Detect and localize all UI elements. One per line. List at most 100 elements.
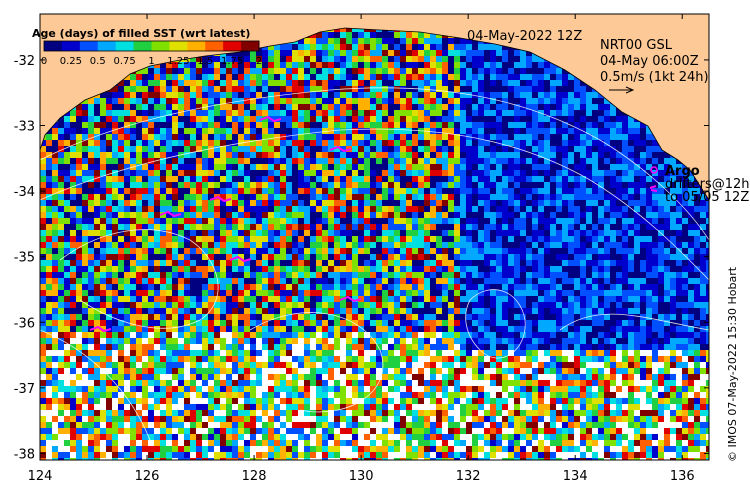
sst-cell [520,272,526,278]
sst-cell [160,230,166,236]
sst-cell [550,152,556,158]
sst-cell [538,146,544,152]
sst-cell [262,128,268,134]
sst-cell [478,194,484,200]
sst-cell [94,266,100,272]
sst-cell [616,116,622,122]
sst-cell [346,74,352,80]
sst-cell [628,248,634,254]
sst-cell [274,212,280,218]
sst-cell [256,242,262,248]
sst-cell [424,80,430,86]
sst-cell [640,134,646,140]
sst-cell [448,188,454,194]
sst-cell [178,254,184,260]
sst-cell [436,230,442,236]
sst-cell [484,68,490,74]
sst-cell [412,236,418,242]
sst-cell [520,170,526,176]
sst-cell [574,158,580,164]
sst-cell [562,194,568,200]
sst-cell [196,164,202,170]
sst-cell [160,242,166,248]
sst-cell [526,122,532,128]
sst-cell [154,110,160,116]
sst-cell [628,134,634,140]
sst-cell [532,80,538,86]
sst-cell [592,236,598,242]
sst-cell [382,212,388,218]
sst-cell [526,206,532,212]
sst-cell [148,128,154,134]
sst-cell [40,260,46,266]
sst-cell [118,236,124,242]
sst-cell [316,122,322,128]
sst-cell [436,110,442,116]
sst-cell [616,170,622,176]
sst-cell [388,224,394,230]
sst-cell [202,170,208,176]
sst-cell [550,254,556,260]
sst-cell [532,218,538,224]
sst-cell [466,182,472,188]
sst-cell [400,152,406,158]
sst-cell [262,50,268,56]
sst-cell [418,152,424,158]
sst-cell [148,98,154,104]
sst-cell [460,134,466,140]
sst-cell [184,188,190,194]
sst-cell [268,230,274,236]
sst-cell [208,248,214,254]
sst-cell [166,110,172,116]
sst-cell [586,212,592,218]
sst-cell [166,104,172,110]
sst-cell [340,170,346,176]
sst-cell [550,92,556,98]
sst-cell [232,200,238,206]
sst-cell [628,170,634,176]
sst-cell [292,236,298,242]
sst-cell [46,272,52,278]
sst-cell [280,242,286,248]
sst-cell [382,206,388,212]
sst-cell [460,188,466,194]
sst-cell [262,80,268,86]
sst-cell [124,278,130,284]
sst-cell [118,164,124,170]
sst-cell [604,206,610,212]
sst-cell [280,278,286,284]
sst-cell [442,38,448,44]
sst-cell [172,224,178,230]
sst-cell [328,200,334,206]
sst-cell [250,206,256,212]
sst-cell [706,206,709,212]
sst-cell [664,170,670,176]
sst-cell [202,152,208,158]
sst-cell [172,230,178,236]
sst-cell [46,152,52,158]
sst-cell [640,188,646,194]
sst-cell [46,254,52,260]
sst-cell [214,164,220,170]
sst-cell [298,236,304,242]
sst-cell [310,188,316,194]
sst-cell [400,176,406,182]
sst-cell [298,128,304,134]
sst-cell [280,224,286,230]
sst-cell [508,272,514,278]
sst-cell [472,260,478,266]
sst-cell [124,128,130,134]
sst-cell [622,254,628,260]
sst-cell [304,80,310,86]
sst-cell [538,56,544,62]
sst-cell [322,236,328,242]
sst-cell [484,74,490,80]
sst-cell [346,278,352,284]
sst-cell [616,200,622,206]
sst-cell [310,278,316,284]
sst-cell [688,260,694,266]
sst-cell [202,206,208,212]
sst-cell [100,116,106,122]
sst-cell [670,236,676,242]
sst-cell [124,74,130,80]
